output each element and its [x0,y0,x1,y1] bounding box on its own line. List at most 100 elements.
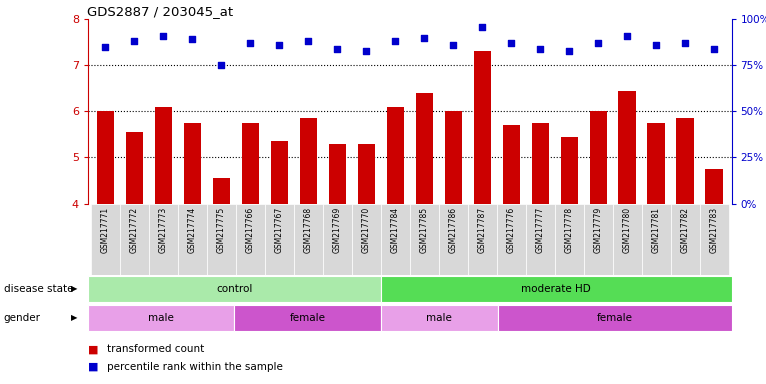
Text: control: control [216,284,253,294]
Bar [444,111,462,204]
Point [708,46,720,52]
FancyBboxPatch shape [294,204,322,275]
Text: ■: ■ [88,362,99,372]
Point [303,38,315,45]
Point [592,40,604,46]
FancyBboxPatch shape [88,305,234,331]
FancyBboxPatch shape [555,204,584,275]
Text: GDS2887 / 203045_at: GDS2887 / 203045_at [87,5,233,18]
Text: GSM217771: GSM217771 [101,207,110,253]
FancyBboxPatch shape [88,276,381,302]
Text: GSM217768: GSM217768 [304,207,313,253]
Text: GSM217785: GSM217785 [420,207,429,253]
FancyBboxPatch shape [207,204,236,275]
Bar [126,132,143,204]
Text: GSM217777: GSM217777 [535,207,545,253]
Point [389,38,401,45]
Point [186,36,198,43]
Point [563,48,575,54]
Bar [358,144,375,204]
FancyBboxPatch shape [381,204,410,275]
Text: gender: gender [4,313,41,323]
Point [360,48,372,54]
Bar [213,178,230,204]
Point [621,33,633,39]
Text: ▶: ▶ [71,313,77,322]
FancyBboxPatch shape [468,204,497,275]
Bar [242,123,259,204]
FancyBboxPatch shape [149,204,178,275]
FancyBboxPatch shape [439,204,468,275]
Text: transformed count: transformed count [107,344,205,354]
Bar [561,137,578,204]
Bar [705,169,723,204]
Text: GSM217773: GSM217773 [159,207,168,253]
Bar [270,141,288,204]
Bar [473,51,491,204]
Point [650,42,663,48]
Text: GSM217787: GSM217787 [478,207,486,253]
Text: female: female [290,313,326,323]
Point [418,35,430,41]
FancyBboxPatch shape [178,204,207,275]
Text: GSM217769: GSM217769 [333,207,342,253]
Point [476,23,489,30]
FancyBboxPatch shape [671,204,699,275]
Text: male: male [426,313,452,323]
Text: GSM217779: GSM217779 [594,207,603,253]
Text: GSM217780: GSM217780 [623,207,632,253]
Text: GSM217778: GSM217778 [565,207,574,253]
Text: GSM217775: GSM217775 [217,207,226,253]
Bar [184,123,201,204]
Text: moderate HD: moderate HD [521,284,591,294]
Text: GSM217776: GSM217776 [507,207,516,253]
Bar [618,91,636,204]
Bar [97,111,114,204]
FancyBboxPatch shape [498,305,732,331]
Point [273,42,286,48]
Text: GSM217772: GSM217772 [130,207,139,253]
FancyBboxPatch shape [236,204,265,275]
FancyBboxPatch shape [120,204,149,275]
Text: disease state: disease state [4,284,74,294]
Bar [300,118,317,204]
Bar [329,144,346,204]
Text: female: female [597,313,633,323]
Point [447,42,460,48]
Bar [387,107,404,204]
FancyBboxPatch shape [699,204,728,275]
Point [129,38,141,45]
Text: ▶: ▶ [71,285,77,293]
Bar [532,123,549,204]
FancyBboxPatch shape [613,204,642,275]
FancyBboxPatch shape [91,204,120,275]
Text: GSM217767: GSM217767 [275,207,284,253]
Bar [676,118,694,204]
FancyBboxPatch shape [265,204,294,275]
Bar [155,107,172,204]
FancyBboxPatch shape [352,204,381,275]
Text: ■: ■ [88,344,99,354]
Text: GSM217782: GSM217782 [681,207,689,253]
Text: GSM217770: GSM217770 [362,207,371,253]
FancyBboxPatch shape [322,204,352,275]
Bar [416,93,433,204]
Bar [590,111,607,204]
Point [215,62,228,68]
Point [534,46,546,52]
Text: GSM217786: GSM217786 [449,207,458,253]
Text: GSM217774: GSM217774 [188,207,197,253]
FancyBboxPatch shape [381,305,498,331]
Text: GSM217781: GSM217781 [652,207,660,253]
Text: GSM217784: GSM217784 [391,207,400,253]
Bar [502,125,520,204]
FancyBboxPatch shape [584,204,613,275]
FancyBboxPatch shape [234,305,381,331]
FancyBboxPatch shape [525,204,555,275]
FancyBboxPatch shape [381,276,732,302]
Text: GSM217766: GSM217766 [246,207,255,253]
Point [679,40,691,46]
Point [331,46,343,52]
Bar [647,123,665,204]
Point [157,33,169,39]
